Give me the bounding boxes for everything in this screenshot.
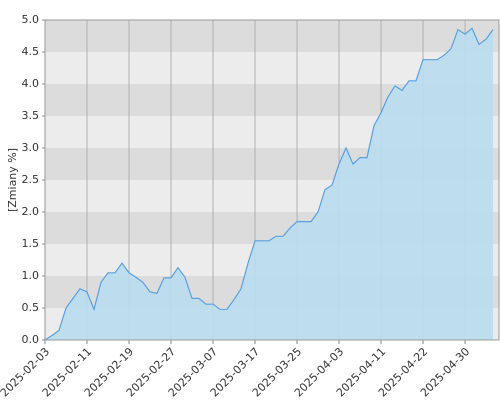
plot-frame bbox=[44, 19, 500, 341]
y-tick-label: 0.5 bbox=[22, 301, 40, 314]
y-tick-label: 0.0 bbox=[22, 333, 40, 346]
y-tick-label: 2.0 bbox=[22, 205, 40, 218]
y-tick-label: 2.5 bbox=[22, 173, 40, 186]
y-tick-label: 1.0 bbox=[22, 269, 40, 282]
band bbox=[45, 20, 499, 52]
area bbox=[45, 28, 494, 341]
line bbox=[44, 27, 494, 341]
y-tick-label: 5.0 bbox=[22, 13, 40, 26]
y-tick-label: 3.5 bbox=[22, 109, 40, 122]
y-axis-label: [Zmiany %] bbox=[6, 148, 19, 212]
y-tick-label: 1.5 bbox=[22, 237, 40, 250]
y-tick-label: 4.0 bbox=[22, 77, 40, 90]
y-tick-label: 4.5 bbox=[22, 45, 40, 58]
y-tick-label: 3.0 bbox=[22, 141, 40, 154]
